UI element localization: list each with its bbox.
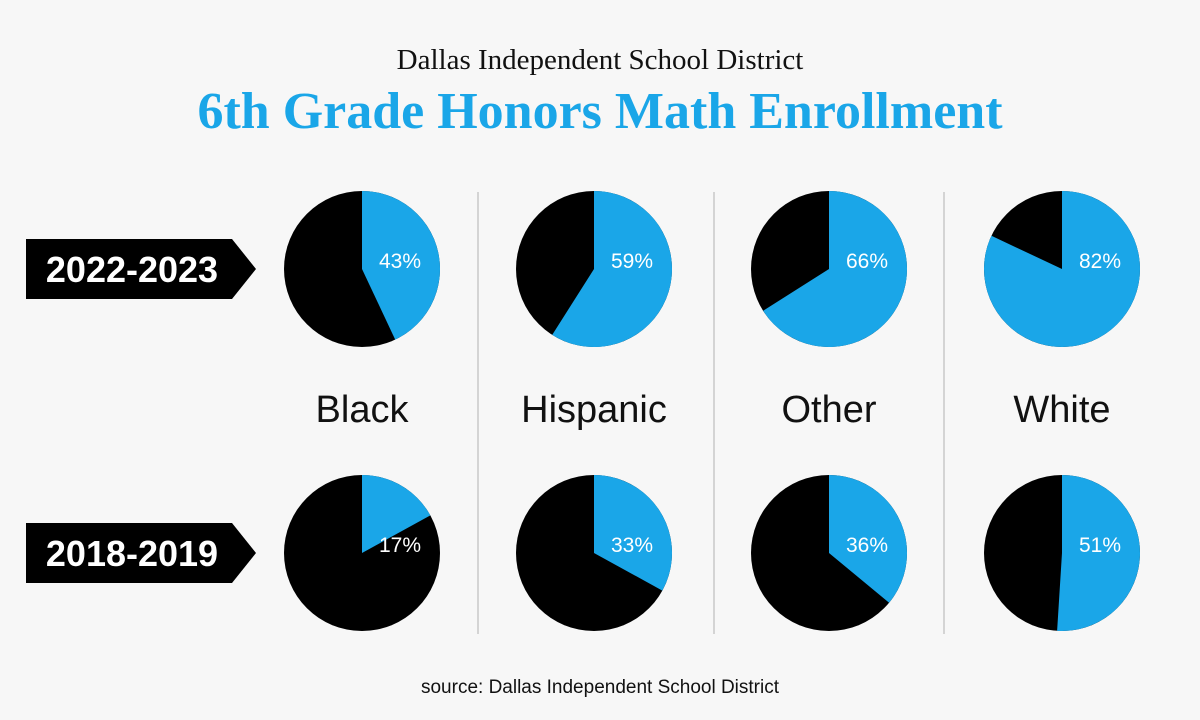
pie-value-slice	[1057, 475, 1140, 631]
pie-value-slice	[829, 475, 907, 603]
pie-percent-label: 17%	[379, 534, 421, 557]
pie-value-slice	[983, 191, 1141, 347]
pie-percent-label: 33%	[611, 534, 653, 557]
chart-title: 6th Grade Honors Math Enrollment	[197, 83, 1003, 140]
pie-value-slice	[362, 191, 441, 340]
group-label: Hispanic	[521, 389, 667, 431]
pie-percent-label: 51%	[1079, 534, 1121, 557]
pie-value-slice	[763, 191, 908, 348]
pie-percent-label: 66%	[846, 250, 888, 273]
pie-percent-label: 43%	[379, 250, 421, 273]
pie-percent-label: 36%	[846, 534, 888, 557]
pie-percent-label: 59%	[611, 250, 653, 273]
group-label: White	[1013, 389, 1110, 431]
pie-value-slice	[552, 191, 672, 347]
pie-percent-label: 82%	[1079, 250, 1121, 273]
row-label: 2022-2023	[46, 249, 218, 290]
pie-value-slice	[594, 475, 673, 591]
row-label-tag	[26, 239, 256, 299]
supertitle: Dallas Independent School District	[396, 44, 804, 76]
source-note: source: Dallas Independent School Distri…	[420, 677, 780, 698]
group-label: Black	[316, 389, 410, 431]
pie-value-slice	[362, 475, 431, 553]
row-label: 2018-2019	[46, 533, 218, 574]
group-label: Other	[781, 389, 876, 431]
row-label-tag	[26, 523, 256, 583]
